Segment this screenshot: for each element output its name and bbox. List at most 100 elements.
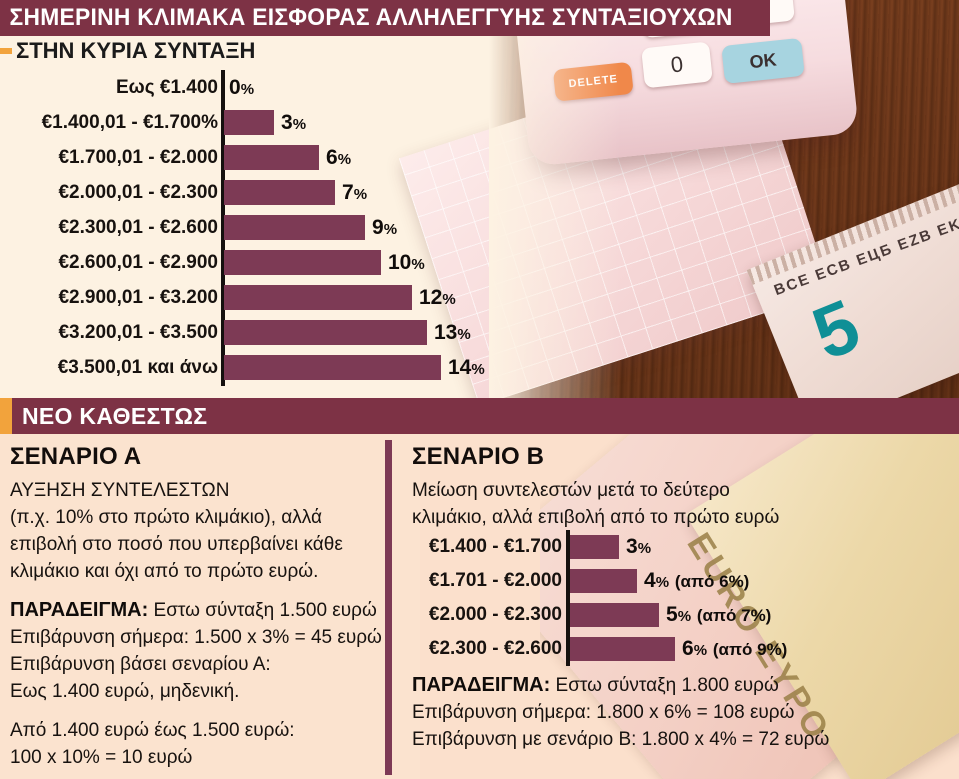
- scenario-b-value-number: 3: [626, 535, 638, 558]
- chart-value-number: 6: [326, 145, 338, 169]
- scenario-b-row-label: €2.300 - €2.600: [428, 638, 562, 659]
- chart-value-label: 10%: [388, 251, 425, 275]
- chart-value-label: 12%: [419, 286, 456, 310]
- scenario-a-example-first: Εστω σύνταξη 1.500 ευρώ: [148, 600, 377, 621]
- scenario-a-example-line: Επιβάρυνση σήμερα: 1.500 x 3% = 45 ευρώ: [10, 627, 382, 648]
- chart-value-label: 13%: [434, 321, 471, 345]
- chart-value-number: 12: [419, 285, 443, 309]
- chart-bar-wrap: 13%: [224, 315, 471, 350]
- scenario-b-row-label: €2.000 - €2.300: [428, 604, 562, 625]
- scenario-a-description: ΑΥΞΗΣΗ ΣΥΝΤΕΛΕΣΤΩΝ (π.χ. 10% στο πρώτο κλ…: [10, 477, 375, 585]
- scenario-b-example-label: ΠΑΡΑΔΕΙΓΜΑ:: [412, 674, 551, 696]
- subtitle-accent-marker: [0, 48, 12, 54]
- chart-value-label: 6%: [326, 146, 351, 170]
- lower-left-panel-background: [0, 420, 420, 779]
- scenario-b-value-number: 5: [666, 603, 678, 626]
- chart-row-label: €2.000,01 - €2.300: [58, 181, 218, 203]
- scenario-b-previous-rate: (από 6%): [674, 572, 750, 591]
- chart-bar-wrap: 6%: [224, 140, 351, 175]
- chart-row-label: €3.500,01 και άνω: [57, 356, 218, 378]
- chart-bar-wrap: 10%: [224, 245, 425, 280]
- chart-bar: [224, 110, 274, 135]
- scenario-divider: [385, 440, 392, 775]
- chart-bar: [224, 215, 365, 240]
- chart-value-number: 13: [434, 320, 458, 344]
- current-scale-bar-chart: Εως €1.400 0% €1.400,01 - €1.700% 3% €1.700,…: [0, 70, 560, 386]
- scenario-b-value-label: 5% (από 7%): [666, 603, 771, 627]
- chart-row: €1.700,01 - €2.000 6%: [0, 140, 560, 175]
- band-accent-marker: [0, 398, 12, 434]
- scenario-b-description: Μείωση συντελεστών μετά το δεύτερο κλιμάκ…: [412, 477, 952, 531]
- chart-percent-sign: %: [471, 360, 485, 378]
- scenario-b-percent-sign: %: [677, 608, 692, 625]
- chart-row-label: €1.700,01 - €2.000: [58, 146, 218, 168]
- chart-row-label: €2.300,01 - €2.600: [58, 216, 218, 238]
- scenario-a-heading: ΣΕΝΑΡΙΟ Α: [10, 443, 142, 470]
- scenario-b-example-line: Επιβάρυνση σήμερα: 1.800 x 6% = 108 ευρώ: [412, 702, 795, 723]
- scenario-b-chart-row: €2.300 - €2.600 6% (από 9%): [412, 632, 952, 666]
- chart-bar: [224, 145, 319, 170]
- new-regime-label: ΝΕΟ ΚΑΘΕΣΤΩΣ: [22, 402, 208, 429]
- chart-bar: [224, 355, 441, 380]
- subtitle-row: ΣΤΗΝ ΚΥΡΙΑ ΣΥΝΤΑΞΗ: [0, 36, 959, 66]
- chart-value-label: 9%: [372, 216, 397, 240]
- chart-value-number: 9: [372, 215, 384, 239]
- scenario-b-example: ΠΑΡΑΔΕΙΓΜΑ: Εστω σύνταξη 1.800 ευρώ Επιβ…: [412, 672, 829, 753]
- scenario-a-text-line: επιβολή στο ποσό που υπερβαίνει κάθε: [10, 534, 343, 555]
- scenario-b-percent-sign: %: [655, 574, 670, 591]
- scenario-a-example-first-line: ΠΑΡΑΔΕΙΓΜΑ: Εστω σύνταξη 1.500 ευρώ: [10, 597, 377, 624]
- chart-value-number: 10: [388, 250, 412, 274]
- chart-row-label: €1.400,01 - €1.700%: [41, 111, 218, 133]
- chart-bar-wrap: 3%: [224, 105, 306, 140]
- scenario-b-bar: [569, 535, 619, 559]
- scenario-b-bar: [569, 569, 637, 593]
- chart-row-label: €2.600,01 - €2.900: [58, 251, 218, 273]
- chart-percent-sign: %: [337, 150, 352, 168]
- chart-row: €3.200,01 - €3.500 13%: [0, 315, 560, 350]
- scenario-b-value-label: 4% (από 6%): [644, 569, 749, 593]
- chart-value-label: 3%: [281, 111, 306, 135]
- page-subtitle: ΣΤΗΝ ΚΥΡΙΑ ΣΥΝΤΑΞΗ: [16, 38, 256, 63]
- chart-value-label: 0%: [229, 76, 254, 100]
- scenario-b-value-label: 3%: [626, 535, 651, 559]
- scenario-a-example-tail: Από 1.400 ευρώ έως 1.500 ευρώ: 100 x 10% …: [10, 717, 375, 771]
- chart-value-number: 14: [448, 355, 472, 379]
- scenario-b-chart-row: €1.400 - €1.700 3%: [412, 530, 952, 564]
- chart-row-label: €2.900,01 - €3.200: [58, 286, 218, 308]
- scenario-b-bar: [569, 603, 659, 627]
- chart-bar-wrap: 14%: [224, 350, 485, 385]
- chart-percent-sign: %: [292, 115, 307, 133]
- chart-percent-sign: %: [383, 220, 398, 238]
- scenario-b-text-line: Μείωση συντελεστών μετά το δεύτερο: [412, 480, 730, 501]
- chart-row: €2.000,01 - €2.300 7%: [0, 175, 560, 210]
- chart-bar: [224, 320, 427, 345]
- scenario-b-panel: ΣΕΝΑΡΙΟ Β Μείωση συντελεστών μετά το δεύ…: [412, 443, 952, 531]
- scenario-b-example-first: Εστω σύνταξη 1.800 ευρώ: [550, 675, 779, 696]
- chart-value-number: 0: [229, 75, 241, 99]
- scenario-b-heading: ΣΕΝΑΡΙΟ Β: [412, 443, 545, 470]
- chart-row-label: €3.200,01 - €3.500: [58, 321, 218, 343]
- chart-bar-wrap: 9%: [224, 210, 397, 245]
- scenario-b-row-label: €1.400 - €1.700: [428, 536, 562, 557]
- scenario-b-previous-rate: (από 7%): [696, 606, 772, 625]
- scenario-b-example-line: Επιβάρυνση με σενάριο Β: 1.800 x 4% = 72…: [412, 729, 830, 750]
- scenario-b-axis-line: [566, 530, 570, 666]
- scenario-b-example-lines: Επιβάρυνση σήμερα: 1.800 x 6% = 108 ευρώ…: [412, 699, 829, 753]
- chart-row: €2.900,01 - €3.200 12%: [0, 280, 560, 315]
- chart-percent-sign: %: [240, 80, 255, 98]
- calculator-key-delete-label: DELETE: [568, 73, 619, 91]
- chart-bar: [224, 250, 381, 275]
- new-regime-band: ΝΕΟ ΚΑΘΕΣΤΩΣ: [0, 398, 959, 434]
- scenario-a-example-line: Εως 1.400 ευρώ, μηδενική.: [10, 681, 240, 702]
- chart-row: €2.300,01 - €2.600 9%: [0, 210, 560, 245]
- scenario-b-value-label: 6% (από 9%): [682, 637, 787, 661]
- scenario-a-example-lines: Επιβάρυνση σήμερα: 1.500 x 3% = 45 ευρώ Ε…: [10, 624, 382, 705]
- chart-row: €2.600,01 - €2.900 10%: [0, 245, 560, 280]
- chart-bar-wrap: 12%: [224, 280, 456, 315]
- scenario-b-bar: [569, 637, 675, 661]
- scenario-b-percent-sign: %: [693, 642, 708, 659]
- scenario-a-example: ΠΑΡΑΔΕΙΓΜΑ: Εστω σύνταξη 1.500 ευρώ Επιβ…: [10, 597, 382, 705]
- chart-value-label: 7%: [342, 181, 367, 205]
- chart-value-number: 7: [342, 180, 354, 204]
